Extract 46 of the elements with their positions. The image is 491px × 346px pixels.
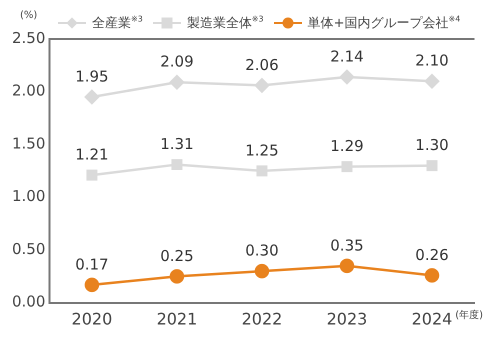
point bbox=[340, 258, 354, 274]
data-label: 2.06 bbox=[245, 56, 279, 74]
data-label: 0.35 bbox=[330, 236, 364, 254]
data-label: 0.25 bbox=[160, 246, 194, 265]
point bbox=[84, 278, 100, 292]
legend-label: 全産業$^{※3}$ bbox=[92, 14, 143, 32]
data-label: 1.95 bbox=[75, 67, 109, 86]
point bbox=[171, 159, 182, 170]
point bbox=[170, 75, 184, 90]
point bbox=[84, 90, 100, 104]
legend-label: 単体+国内グループ会社$^{※4}$ bbox=[308, 14, 460, 32]
data-label: 1.30 bbox=[415, 136, 449, 154]
y-tick-label: 0.00 bbox=[12, 292, 46, 311]
data-label: 0.26 bbox=[415, 246, 449, 264]
point bbox=[254, 78, 270, 93]
x-axis-title: (年度) bbox=[455, 308, 483, 322]
y-tick-label: 2.50 bbox=[12, 28, 46, 47]
data-label: 0.30 bbox=[245, 242, 279, 260]
point bbox=[426, 160, 438, 172]
point bbox=[256, 165, 268, 176]
x-tick-label: 2023 bbox=[326, 310, 368, 329]
point bbox=[170, 269, 184, 284]
point bbox=[254, 264, 270, 278]
x-tick-label: 2021 bbox=[156, 310, 198, 329]
point bbox=[340, 70, 354, 84]
legend-label: 製造業全体$^{※3}$ bbox=[186, 14, 264, 32]
y-tick-label: 1.00 bbox=[12, 187, 46, 206]
x-tick-label: 2020 bbox=[72, 310, 112, 329]
data-label: 1.29 bbox=[330, 137, 364, 156]
data-label: 2.09 bbox=[160, 52, 194, 71]
data-label: 2.10 bbox=[415, 52, 449, 70]
x-tick-label: 2024 bbox=[412, 310, 452, 329]
y-tick-label: 1.50 bbox=[12, 134, 46, 152]
data-label: 1.31 bbox=[160, 134, 194, 153]
point bbox=[424, 74, 440, 88]
data-label: 0.17 bbox=[75, 255, 109, 274]
y-axis-title: (%) bbox=[20, 10, 38, 21]
point bbox=[341, 161, 352, 172]
y-tick-label: 0.50 bbox=[12, 240, 46, 258]
data-label: 1.21 bbox=[75, 146, 109, 164]
x-tick-label: 2022 bbox=[242, 310, 282, 329]
data-label: 2.14 bbox=[330, 47, 364, 66]
y-tick-label: 2.00 bbox=[12, 82, 46, 100]
point bbox=[86, 170, 98, 181]
point bbox=[424, 268, 440, 283]
data-label: 1.25 bbox=[245, 141, 279, 160]
